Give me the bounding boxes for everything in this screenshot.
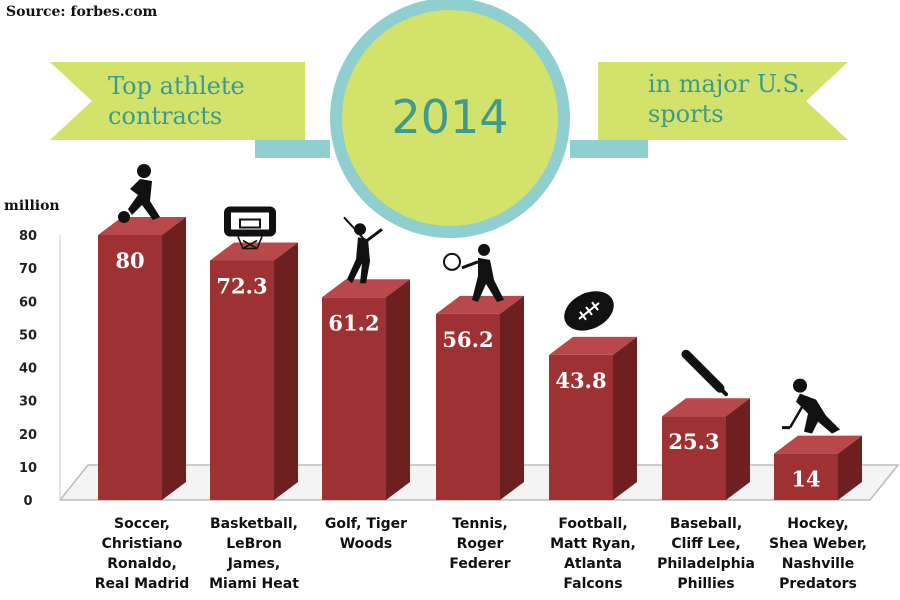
bar-side xyxy=(162,217,186,500)
banner-left-line1: Top athlete xyxy=(108,72,245,100)
bar-front xyxy=(774,453,838,500)
center-circle xyxy=(342,10,558,226)
tennis-player-icon xyxy=(443,243,504,302)
x-category-label-line: Matt Ryan, xyxy=(550,536,636,552)
y-tick-label: 10 xyxy=(19,461,37,476)
bar-front xyxy=(436,313,500,500)
x-category-label-line: LeBron xyxy=(226,536,282,552)
x-category-label-line: Shea Weber, xyxy=(769,536,867,552)
bar-value-label: 43.8 xyxy=(555,368,606,393)
bar-top xyxy=(662,398,750,417)
bar-value-label: 80 xyxy=(115,248,144,273)
football-icon xyxy=(564,291,614,331)
bar-side xyxy=(500,295,524,500)
bar-top xyxy=(549,336,637,355)
bar-value-label: 14 xyxy=(791,467,820,492)
bar-3: 61.2 xyxy=(322,279,410,500)
bar-6: 25.3 xyxy=(662,398,750,500)
y-tick-label: 0 xyxy=(23,494,32,509)
x-category-label: Golf, Tiger Woods xyxy=(311,514,421,554)
bar-side xyxy=(386,279,410,500)
x-category-label-line: Ronaldo, xyxy=(107,556,177,572)
x-category-label-line: Philadelphia xyxy=(657,556,755,572)
golfer-icon xyxy=(343,216,383,284)
banner-right-line1: in major U.S. xyxy=(648,70,806,98)
y-tick-label: 30 xyxy=(19,395,37,410)
bar-side xyxy=(726,398,750,500)
x-category-label-line: Predators xyxy=(779,576,857,592)
x-category-label-line: Cliff Lee, xyxy=(671,536,741,552)
hockey-player-icon xyxy=(782,378,840,434)
x-category-label-line: James, xyxy=(227,556,281,572)
bar-side xyxy=(838,435,862,500)
y-tick-label: 40 xyxy=(19,362,37,377)
x-category-label: Hockey, Shea Weber, Nashville Predators xyxy=(763,514,873,594)
title-banner: Top athlete contracts in major U.S. spor… xyxy=(50,0,848,238)
bar-side xyxy=(613,336,637,500)
bar-front xyxy=(662,416,726,500)
x-category-label: Baseball, Cliff Lee, Philadelphia Phillies xyxy=(651,514,761,594)
bar-5: 43.8 xyxy=(549,336,637,500)
bar-value-label: 25.3 xyxy=(668,429,719,454)
banner-left-line2: contracts xyxy=(108,102,222,130)
bar-top xyxy=(210,242,298,261)
bar-front xyxy=(549,354,613,500)
bar-1: 80 xyxy=(98,217,186,500)
right-ribbon-fold xyxy=(570,140,648,158)
x-category-label-line: Nashville xyxy=(781,556,855,572)
x-category-label-line: Hockey, xyxy=(787,516,849,532)
bar-4: 56.2 xyxy=(436,295,524,500)
x-category-label: Tennis, Roger Federer xyxy=(425,514,535,574)
bar-front xyxy=(322,297,386,500)
banner-right-line2: sports xyxy=(648,100,724,128)
x-category-label-line: Real Madrid xyxy=(94,576,190,592)
x-category-label: Football, Matt Ryan, Atlanta Falcons xyxy=(538,514,648,594)
soccer-player-icon xyxy=(118,164,160,223)
y-tick-label: 80 xyxy=(19,229,37,244)
left-ribbon-fold xyxy=(255,140,330,158)
x-category-label-line: Basketball, xyxy=(210,516,298,532)
source-label: Source: forbes.com xyxy=(6,4,158,20)
left-ribbon-tail xyxy=(50,62,305,140)
x-category-label-line: Football, xyxy=(558,516,628,532)
y-tick-label: 20 xyxy=(19,428,37,443)
y-tick-label: 50 xyxy=(19,328,37,343)
bar-top xyxy=(98,217,186,235)
bar-front xyxy=(98,235,162,500)
y-tick-label: 60 xyxy=(19,295,37,310)
x-category-label-line: Roger xyxy=(456,536,504,552)
y-axis-unit-label: million xyxy=(4,198,60,214)
y-tick-label: 70 xyxy=(19,262,37,277)
x-category-label: Basketball, LeBron James, Miami Heat xyxy=(199,514,309,594)
bar-side xyxy=(274,242,298,500)
x-category-label-line: Tennis, xyxy=(452,516,508,532)
bar-value-label: 56.2 xyxy=(442,327,493,352)
bar-7: 14 xyxy=(774,435,862,500)
x-category-label-line: Falcons xyxy=(563,576,623,592)
bar-value-label: 61.2 xyxy=(328,310,379,335)
x-category-label-line: Baseball, xyxy=(669,516,743,532)
x-category-label-line: Golf, Tiger xyxy=(324,516,408,532)
basketball-hoop-icon xyxy=(224,206,276,250)
banner-year: 2014 xyxy=(391,90,508,144)
x-category-label-line: Christiano xyxy=(101,536,183,552)
bar-front xyxy=(210,260,274,500)
bar-top xyxy=(774,435,862,454)
x-category-label-line: Woods xyxy=(339,536,393,552)
right-ribbon-tail xyxy=(598,62,848,140)
x-category-label-line: Soccer, xyxy=(114,516,170,532)
x-category-label: Soccer, Christiano Ronaldo, Real Madrid xyxy=(87,514,197,594)
x-category-label-line: Atlanta xyxy=(564,556,622,572)
bar-2: 72.3 xyxy=(210,242,298,500)
bar-top xyxy=(322,279,410,298)
baseball-bat-icon xyxy=(681,349,728,397)
x-category-label-line: Phillies xyxy=(677,576,735,592)
x-category-label-line: Miami Heat xyxy=(209,576,299,592)
bar-value-label: 72.3 xyxy=(216,274,267,299)
x-category-label-line: Federer xyxy=(449,556,511,572)
